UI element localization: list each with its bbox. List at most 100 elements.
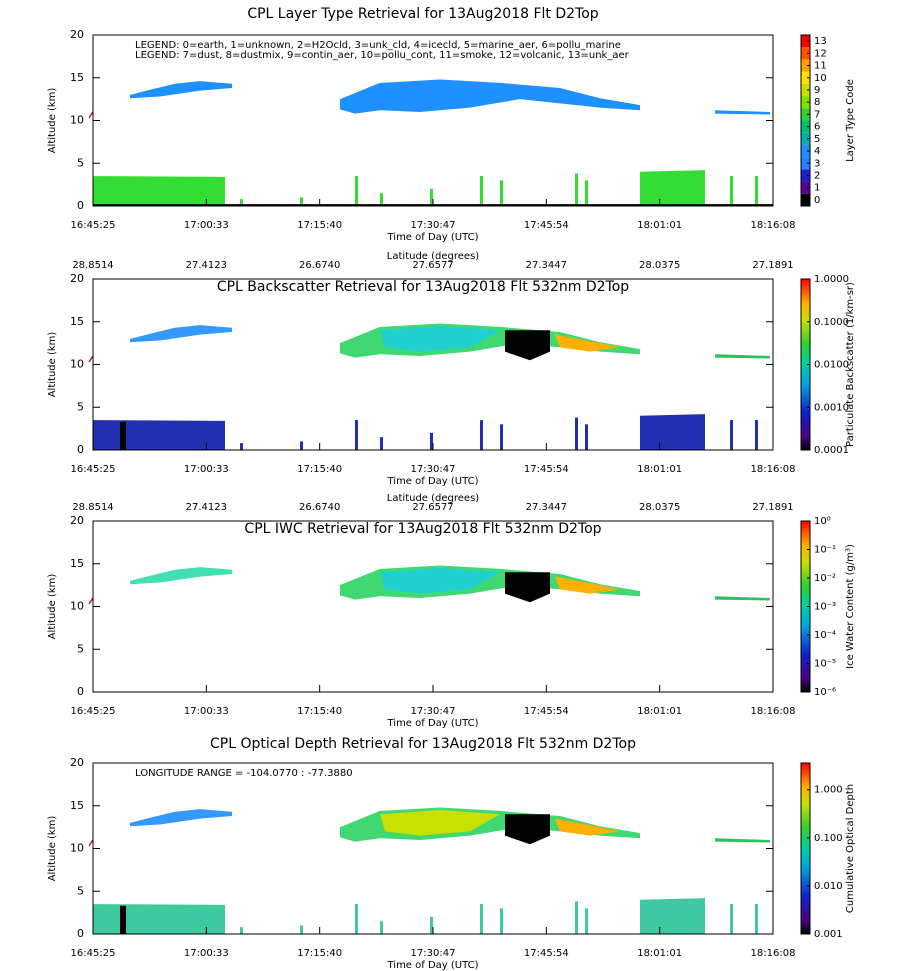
y-tick-label: 5: [77, 400, 84, 413]
latitude-label: 27.1891: [752, 260, 793, 271]
latitude-label: 28.8514: [72, 260, 113, 271]
aircraft-trace: [88, 111, 94, 119]
colorbar-cell: [801, 83, 810, 97]
colorbar-tick-label: 10⁻¹: [814, 545, 836, 556]
x-tick-label: 17:15:40: [297, 220, 342, 231]
x-tick-label: 18:01:01: [637, 706, 682, 717]
colorbar-cell: [801, 144, 810, 158]
aerosol-region: [640, 898, 705, 934]
aerosol-streak: [355, 176, 358, 206]
colorbar-tick-label: 0.0100: [814, 360, 849, 371]
colorbar-tick-label: 1: [814, 183, 820, 194]
colorbar-cell: [801, 47, 810, 60]
latitude-label: 27.3447: [526, 260, 567, 271]
aerosol-streak: [240, 443, 243, 450]
y-tick-label: 5: [77, 884, 84, 897]
x-tick-label: 17:15:40: [297, 464, 342, 475]
aerosol-streak: [730, 420, 733, 450]
colorbar-cell: [801, 108, 810, 121]
y-tick-label: 10: [70, 114, 84, 127]
colorbar-cell: [801, 96, 810, 109]
colorbar-tick-label: 10: [814, 73, 827, 84]
cloud-region: [715, 354, 770, 359]
aerosol-streak: [500, 424, 503, 450]
aerosol-streak: [240, 927, 243, 934]
colorbar-cell: [801, 35, 810, 48]
y-tick-label: 0: [77, 443, 84, 456]
colorbar-tick-label: 3: [814, 158, 820, 169]
x-tick-label: 17:30:47: [411, 464, 456, 475]
y-axis-label: Altitude (km): [47, 332, 58, 398]
y-tick-label: 20: [70, 272, 84, 285]
colorbar-tick-label: 10⁻³: [814, 602, 836, 613]
x-tick-label: 17:15:40: [297, 948, 342, 959]
aircraft-trace: [88, 355, 94, 363]
x-tick-label: 18:16:08: [751, 706, 796, 717]
latitude-label: 27.4123: [186, 260, 227, 271]
x-tick-label: 17:45:54: [524, 464, 569, 475]
colorbar-tick-label: 0.0001: [814, 445, 849, 456]
latitude-label: 26.6740: [299, 260, 340, 271]
latitude-label: 28.8514: [72, 502, 113, 513]
colorbar-cell: [801, 59, 810, 72]
colorbar-tick-label: 6: [814, 122, 820, 133]
colorbar-tick-label: 0.0010: [814, 402, 849, 413]
x-tick-label: 18:01:01: [637, 464, 682, 475]
x-tick-label: 18:16:08: [751, 948, 796, 959]
x-tick-label: 18:01:01: [637, 220, 682, 231]
x-axis-label: Time of Day (UTC): [386, 476, 478, 487]
colorbar-cell: [801, 71, 810, 84]
aerosol-streak: [480, 420, 483, 450]
x-tick-label: 17:45:54: [524, 948, 569, 959]
colorbar-tick-label: 0.1000: [814, 317, 849, 328]
x-tick-label: 16:45:25: [71, 948, 116, 959]
colorbar-tick-label: 10⁻⁴: [814, 630, 836, 641]
colorbar-frame: [800, 34, 811, 207]
colorbar-tick-label: 5: [814, 134, 820, 145]
x-tick-label: 16:45:25: [71, 220, 116, 231]
x-tick-label: 17:45:54: [524, 220, 569, 231]
cloud-region: [555, 576, 620, 594]
cloud-region: [555, 334, 620, 352]
colorbar-frame: [800, 762, 811, 935]
x-tick-label: 17:00:33: [184, 706, 229, 717]
colorbar-gradient: [801, 279, 810, 450]
y-tick-label: 15: [70, 799, 84, 812]
colorbar-tick-label: 4: [814, 146, 820, 157]
aerosol-streak: [430, 188, 433, 206]
cloud-region: [380, 810, 500, 836]
colorbar-tick-label: 10⁻⁵: [814, 659, 836, 670]
cloud-region: [130, 809, 232, 827]
latitude-label: 27.4123: [186, 502, 227, 513]
aerosol-region: [93, 420, 225, 450]
annotation: LEGEND: 7=dust, 8=dustmix, 9=contin_aer,…: [135, 50, 630, 61]
aerosol-streak: [240, 199, 243, 206]
aerosol-streak: [380, 193, 383, 206]
y-tick-label: 20: [70, 514, 84, 527]
x-axis-label: Time of Day (UTC): [386, 718, 478, 729]
x-tick-label: 18:16:08: [751, 220, 796, 231]
colorbar-label: Ice Water Content (g/m³): [845, 544, 856, 669]
cloud-region: [715, 838, 770, 843]
colorbar-cell: [801, 193, 810, 206]
aircraft-trace: [88, 597, 94, 605]
aerosol-region: [640, 414, 705, 450]
cloud-region: [380, 326, 500, 352]
colorbar-cell: [801, 157, 810, 170]
latitude-label: 27.3447: [526, 502, 567, 513]
aerosol-streak: [300, 925, 303, 934]
y-tick-label: 20: [70, 28, 84, 41]
colorbar-label: Layer Type Code: [845, 79, 856, 162]
x-axis-label: Time of Day (UTC): [386, 960, 478, 971]
latitude-label: 26.6740: [299, 502, 340, 513]
y-tick-label: 15: [70, 71, 84, 84]
aerosol-streak: [500, 908, 503, 934]
y-axis-label: Altitude (km): [47, 816, 58, 882]
colorbar-gradient: [801, 521, 810, 692]
aerosol-streak: [575, 417, 578, 450]
y-tick-label: 5: [77, 156, 84, 169]
y-tick-label: 0: [77, 685, 84, 698]
colorbar-tick-label: 8: [814, 97, 820, 108]
cloud-region: [130, 567, 232, 585]
